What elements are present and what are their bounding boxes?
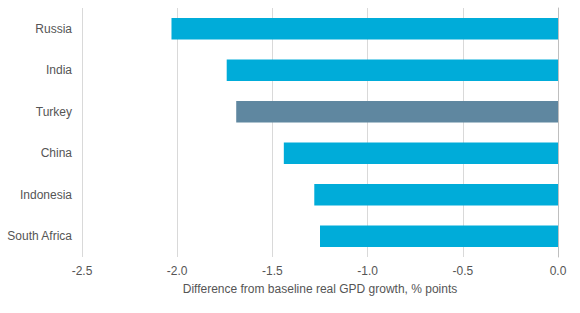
svg-text:-2.5: -2.5 [72,264,93,278]
svg-text:-2.0: -2.0 [167,264,188,278]
svg-text:Russia: Russia [35,22,72,36]
svg-text:-1.5: -1.5 [262,264,283,278]
svg-text:Difference from baseline real: Difference from baseline real GPD growth… [183,282,458,296]
svg-text:India: India [46,63,72,77]
svg-text:-0.5: -0.5 [452,264,473,278]
svg-text:Indonesia: Indonesia [20,188,72,202]
svg-text:South Africa: South Africa [7,229,72,243]
svg-text:0.0: 0.0 [550,264,567,278]
svg-text:-1.0: -1.0 [357,264,378,278]
svg-text:Turkey: Turkey [36,105,72,119]
svg-text:China: China [41,146,73,160]
